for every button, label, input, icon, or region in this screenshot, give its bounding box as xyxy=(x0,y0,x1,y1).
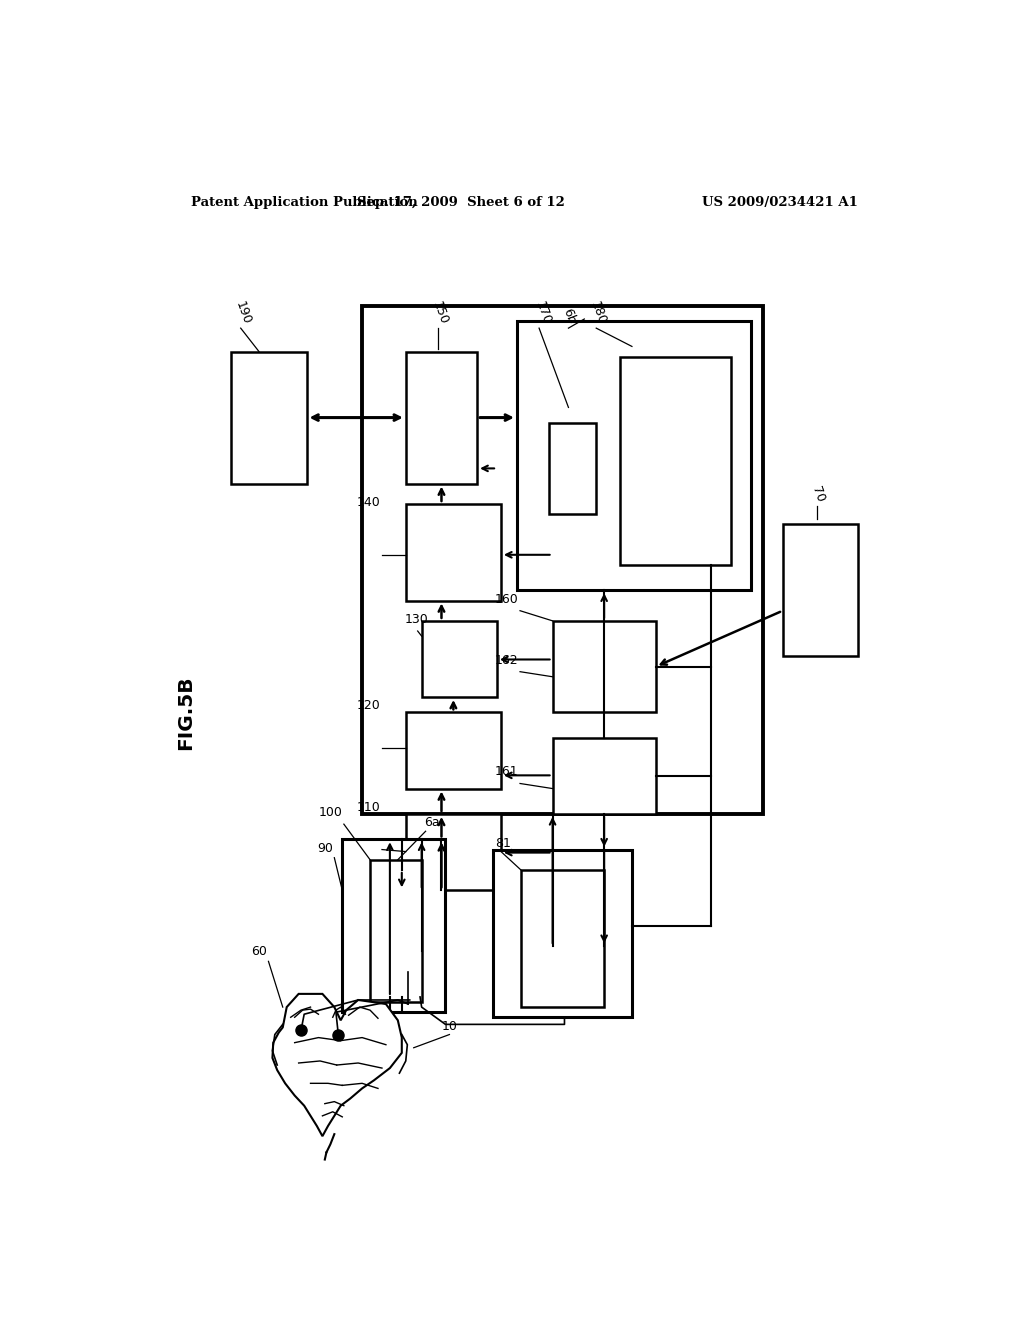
Text: 130: 130 xyxy=(404,612,428,626)
Text: 170: 170 xyxy=(532,300,553,326)
Text: 6b: 6b xyxy=(560,306,579,326)
Bar xyxy=(406,504,501,601)
Text: 160: 160 xyxy=(495,593,518,606)
Bar xyxy=(406,814,501,890)
Bar xyxy=(517,321,751,590)
Text: US 2009/0234421 A1: US 2009/0234421 A1 xyxy=(702,195,858,209)
Bar xyxy=(494,850,632,1018)
Text: 110: 110 xyxy=(356,801,380,814)
Bar xyxy=(406,713,501,788)
Bar xyxy=(782,524,858,656)
Text: 70: 70 xyxy=(809,484,826,504)
Text: 161: 161 xyxy=(495,766,518,779)
Text: 120: 120 xyxy=(356,700,380,713)
Text: FIG.5B: FIG.5B xyxy=(176,675,195,750)
Text: 6a: 6a xyxy=(424,816,439,829)
Bar xyxy=(370,859,422,1002)
Bar xyxy=(342,840,445,1012)
Text: 162: 162 xyxy=(495,653,518,667)
Text: 81: 81 xyxy=(495,837,511,850)
Text: 60: 60 xyxy=(251,945,267,958)
Text: 10: 10 xyxy=(441,1019,458,1032)
Bar xyxy=(549,422,596,515)
Text: Sep. 17, 2009  Sheet 6 of 12: Sep. 17, 2009 Sheet 6 of 12 xyxy=(357,195,565,209)
Bar xyxy=(362,306,763,814)
Text: Patent Application Publication: Patent Application Publication xyxy=(191,195,418,209)
Text: 190: 190 xyxy=(232,300,253,326)
Text: 90: 90 xyxy=(316,842,333,854)
Bar xyxy=(521,870,604,1007)
Bar xyxy=(422,620,497,697)
Text: 180: 180 xyxy=(588,300,608,326)
Bar xyxy=(553,738,655,814)
Bar xyxy=(553,620,655,713)
Text: 140: 140 xyxy=(356,496,380,510)
Bar xyxy=(620,356,731,565)
Bar xyxy=(231,351,306,483)
PathPatch shape xyxy=(272,994,401,1137)
Bar xyxy=(406,351,477,483)
Text: 100: 100 xyxy=(318,807,342,818)
Text: 150: 150 xyxy=(430,300,450,326)
